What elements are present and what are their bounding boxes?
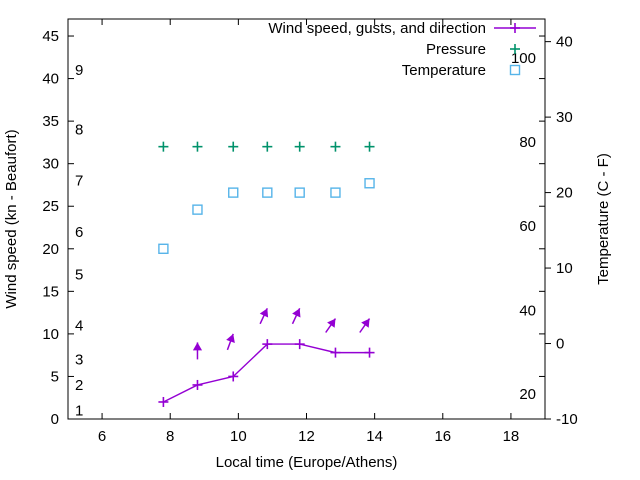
- legend-label-0: Wind speed, gusts, and direction: [268, 20, 486, 37]
- gust-arrow: [359, 318, 371, 333]
- point-wind: [330, 347, 341, 358]
- x-tick-label: 12: [298, 428, 315, 445]
- beaufort-label: 8: [75, 122, 83, 139]
- legend-swatch-plus: [510, 23, 520, 33]
- y-tick-label: 5: [51, 368, 59, 385]
- y2-tick-label: 10: [556, 260, 573, 277]
- y-tick-label: 35: [42, 113, 59, 130]
- point-pressure: [228, 141, 239, 152]
- point-temperature: [192, 204, 203, 215]
- point-pressure: [158, 141, 169, 152]
- y-tick-label: 45: [42, 28, 59, 45]
- x-tick-label: 14: [366, 428, 383, 445]
- x-tick-label: 18: [503, 428, 520, 445]
- x-tick-label: 10: [230, 428, 247, 445]
- fahrenheit-label: 80: [519, 134, 536, 151]
- y-tick-label: 40: [42, 71, 59, 88]
- fahrenheit-label: 100: [511, 50, 536, 67]
- y-tick-label: 0: [51, 411, 59, 428]
- y2-tick-label: 20: [556, 185, 573, 202]
- point-pressure: [294, 141, 305, 152]
- gust-arrow: [226, 333, 235, 351]
- point-wind: [228, 371, 239, 382]
- y-tick-label: 15: [42, 283, 59, 300]
- point-pressure: [262, 141, 273, 152]
- x-tick-label: 6: [98, 428, 106, 445]
- point-temperature: [228, 187, 239, 198]
- point-temperature: [294, 187, 305, 198]
- legend-label-1: Pressure: [426, 41, 486, 58]
- beaufort-label: 6: [75, 224, 83, 241]
- beaufort-label: 2: [75, 377, 83, 394]
- point-temperature: [158, 243, 169, 254]
- x-tick-label: 16: [434, 428, 451, 445]
- y2-tick-label: 40: [556, 34, 573, 51]
- gust-arrow: [259, 308, 269, 325]
- y-tick-label: 20: [42, 241, 59, 258]
- x-tick-label: 8: [166, 428, 174, 445]
- point-pressure: [192, 141, 203, 152]
- fahrenheit-label: 40: [519, 302, 536, 319]
- fahrenheit-label: 60: [519, 218, 536, 235]
- beaufort-label: 7: [75, 173, 83, 190]
- y-tick-label: 25: [42, 198, 59, 215]
- point-wind: [262, 339, 273, 350]
- point-wind: [364, 347, 375, 358]
- point-wind: [158, 396, 169, 407]
- y2-tick-label: 0: [556, 336, 564, 353]
- y-tick-label: 30: [42, 156, 59, 173]
- point-temperature: [262, 187, 273, 198]
- beaufort-label: 4: [75, 317, 83, 334]
- y-axis-title: Wind speed (kn - Beaufort): [3, 129, 20, 308]
- point-pressure: [330, 141, 341, 152]
- point-wind: [294, 339, 305, 350]
- point-wind: [192, 379, 203, 390]
- x-axis-title: Local time (Europe/Athens): [216, 454, 398, 471]
- y2-tick-label: -10: [556, 411, 578, 428]
- beaufort-label: 5: [75, 266, 83, 283]
- plot-frame: [67, 18, 546, 420]
- y2-axis-title: Temperature (C - F): [595, 153, 612, 285]
- gust-arrow: [325, 318, 337, 333]
- legend-swatch-plus: [510, 44, 520, 54]
- beaufort-label: 3: [75, 351, 83, 368]
- y2-tick-label: 30: [556, 109, 573, 126]
- point-temperature: [364, 178, 375, 189]
- point-pressure: [364, 141, 375, 152]
- gust-arrow: [291, 308, 301, 325]
- gust-arrow: [192, 342, 203, 360]
- point-temperature: [330, 187, 341, 198]
- beaufort-label: 9: [75, 62, 83, 79]
- beaufort-label: 1: [75, 402, 83, 419]
- legend-swatch-square: [509, 64, 521, 76]
- y-tick-label: 10: [42, 326, 59, 343]
- fahrenheit-label: 20: [519, 386, 536, 403]
- legend-label-2: Temperature: [402, 62, 486, 79]
